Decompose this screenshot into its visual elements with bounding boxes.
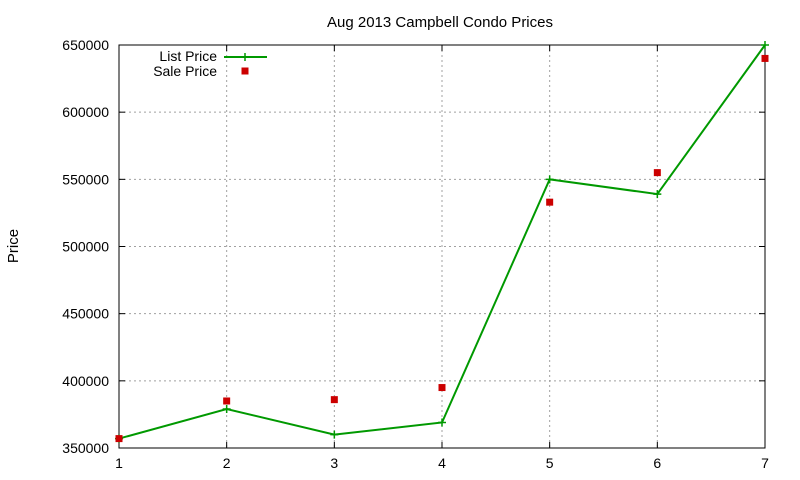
x-tick-label: 5: [546, 455, 554, 471]
grid-lines: [119, 45, 765, 448]
legend-label-list-price: List Price: [159, 48, 217, 64]
x-tick-label: 7: [761, 455, 769, 471]
point-list-price: [222, 405, 231, 414]
x-tick-label: 4: [438, 455, 446, 471]
point-sale-price: [546, 198, 554, 206]
y-tick-label: 450000: [62, 306, 109, 322]
legend-label-sale-price: Sale Price: [153, 63, 217, 79]
point-list-price: [330, 430, 339, 439]
plot-frame: [118, 44, 766, 449]
legend-marker-list-price: [241, 53, 249, 61]
x-tick-label: 1: [115, 455, 123, 471]
point-sale-price: [653, 169, 661, 177]
point-sale-price: [223, 397, 231, 405]
point-sale-price: [761, 54, 769, 62]
x-tick-label: 6: [653, 455, 661, 471]
x-tick-labels: 1 2 3 4 5 6 7: [115, 455, 769, 471]
y-axis-label: Price: [5, 229, 22, 263]
point-list-price: [761, 41, 769, 49]
y-tick-label: 600000: [62, 104, 109, 120]
x-tick-label: 3: [330, 455, 338, 471]
point-sale-price: [115, 435, 123, 443]
point-sale-price: [330, 396, 338, 404]
chart-title: Aug 2013 Campbell Condo Prices: [327, 14, 553, 31]
point-list-price: [438, 418, 446, 427]
legend: List Price Sale Price: [153, 48, 267, 79]
point-sale-price: [438, 384, 446, 392]
series-layer: [115, 41, 769, 443]
legend-marker-sale-price: [241, 67, 249, 75]
y-tick-label: 350000: [62, 440, 109, 456]
x-tick-label: 2: [223, 455, 231, 471]
y-tick-labels: 350000 400000 450000 500000 550000 600000 6500…: [62, 37, 109, 456]
y-tick-label: 500000: [62, 239, 109, 255]
point-list-price: [653, 190, 662, 199]
y-tick-label: 650000: [62, 37, 109, 53]
point-list-price: [545, 175, 554, 184]
y-tick-label: 400000: [62, 373, 109, 389]
y-tick-label: 550000: [62, 171, 109, 187]
